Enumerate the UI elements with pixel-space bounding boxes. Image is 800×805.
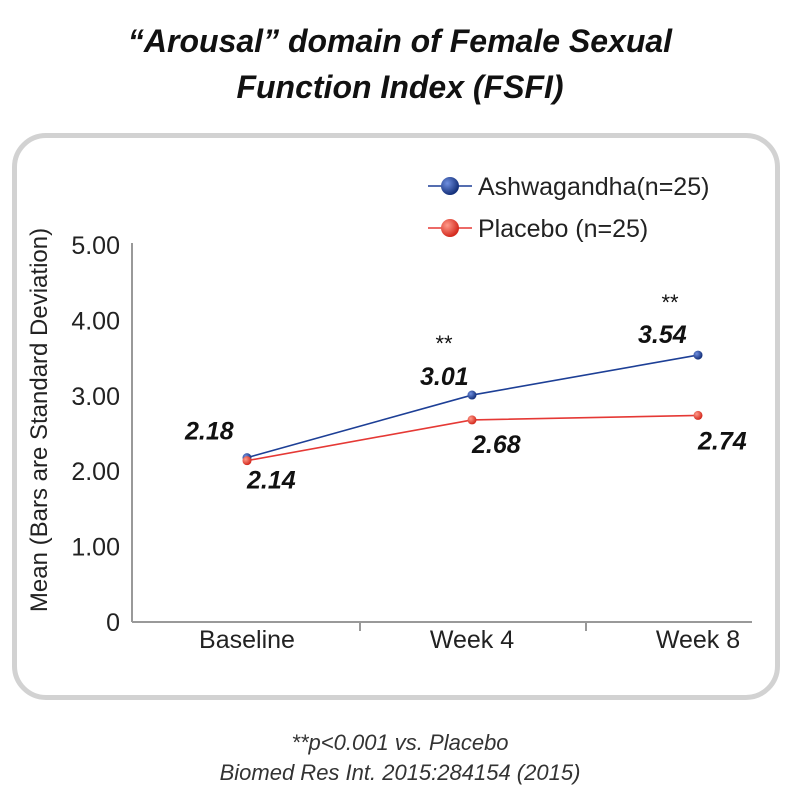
x-tick-label: Week 8 <box>656 626 740 654</box>
data-label-ashwagandha: 3.54 <box>638 321 687 349</box>
data-label-placebo: 2.68 <box>471 431 521 459</box>
y-tick-label: 5.00 <box>71 232 120 260</box>
footnotes: **p<0.001 vs. Placebo Biomed Res Int. 20… <box>0 728 800 788</box>
y-tick-label: 0 <box>106 609 120 637</box>
data-point-placebo <box>467 415 477 425</box>
data-point-placebo <box>693 410 703 420</box>
data-point-ashwagandha <box>693 350 703 360</box>
chart-frame <box>12 133 780 700</box>
y-tick-label: 1.00 <box>71 534 120 562</box>
legend-marker-placebo <box>441 219 459 237</box>
significance-footnote: **p<0.001 vs. Placebo <box>291 730 509 755</box>
y-tick-label: 3.00 <box>71 383 120 411</box>
y-tick-label: 4.00 <box>71 307 120 335</box>
significance-marker: ** <box>661 290 679 315</box>
x-tick-label: Baseline <box>199 626 295 654</box>
citation-footnote: Biomed Res Int. 2015:284154 (2015) <box>219 760 581 785</box>
data-point-ashwagandha <box>467 390 477 400</box>
x-tick-label: Week 4 <box>430 626 514 654</box>
data-label-placebo: 2.14 <box>246 467 296 495</box>
significance-marker: ** <box>435 331 453 356</box>
legend-marker-ashwagandha <box>441 177 459 195</box>
data-label-placebo: 2.74 <box>697 427 747 455</box>
legend-label-placebo: Placebo (n=25) <box>478 215 648 243</box>
legend-label-ashwagandha: Ashwagandha(n=25) <box>478 173 709 201</box>
y-axis-label: Mean (Bars are Standard Deviation) <box>26 228 53 612</box>
data-point-placebo <box>242 456 252 466</box>
chart-title-line-2: Function Index (FSFI) <box>236 69 564 105</box>
chart-title: “Arousal” domain of Female Sexual Functi… <box>0 18 800 110</box>
data-label-ashwagandha: 3.01 <box>420 363 469 391</box>
y-tick-label: 2.00 <box>71 458 120 486</box>
chart-title-line-1: “Arousal” domain of Female Sexual <box>127 23 673 59</box>
data-label-ashwagandha: 2.18 <box>184 418 234 446</box>
